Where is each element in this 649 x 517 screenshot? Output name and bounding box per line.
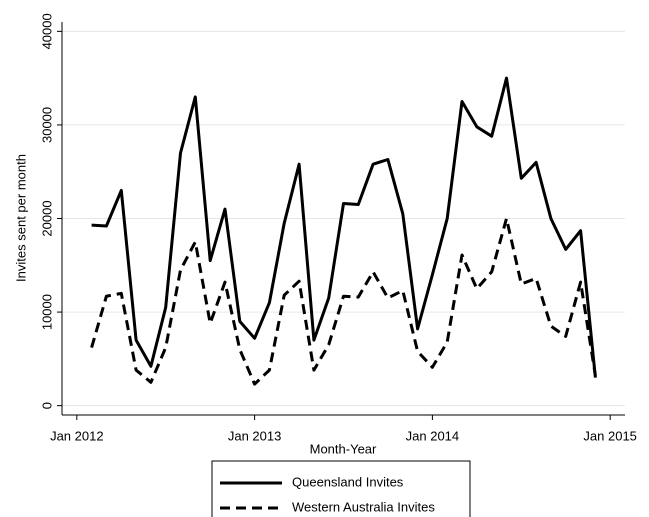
x-tick-label: Jan 2014: [406, 428, 460, 443]
x-tick-label: Jan 2012: [50, 428, 104, 443]
x-axis-title: Month-Year: [310, 441, 377, 456]
legend-label: Western Australia Invites: [292, 499, 435, 514]
y-tick-label: 10000: [39, 294, 54, 330]
y-tick-label: 40000: [39, 13, 54, 49]
data-line: [90, 217, 597, 386]
y-axis-title: Invites sent per month: [13, 154, 28, 282]
legend-label: Queensland Invites: [292, 474, 404, 489]
y-tick-label: 0: [39, 402, 54, 409]
y-tick-label: 20000: [39, 200, 54, 236]
x-tick-label: Jan 2013: [228, 428, 282, 443]
x-tick-label: Jan 2015: [583, 428, 637, 443]
data-line: [91, 76, 597, 378]
y-tick-label: 30000: [39, 107, 54, 143]
